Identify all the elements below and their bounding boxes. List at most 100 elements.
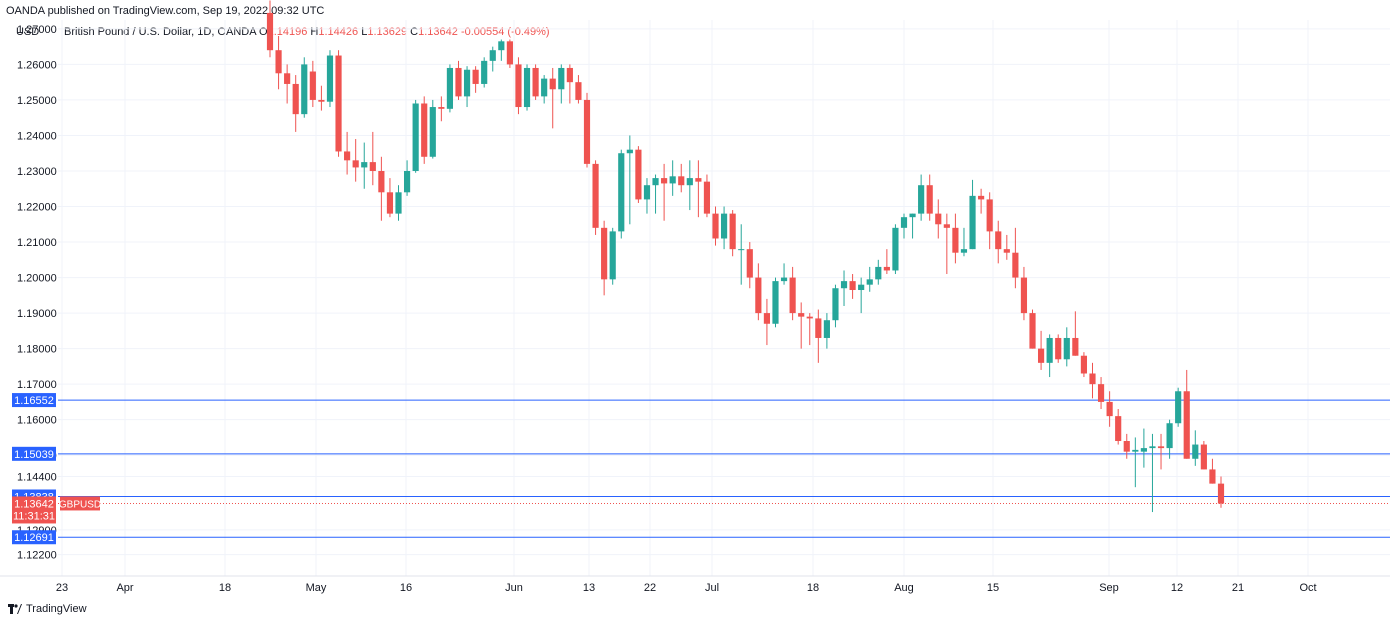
candle-body bbox=[292, 83, 299, 115]
attribution-text: OANDA published on TradingView.com, Sep … bbox=[6, 5, 325, 17]
candle-body bbox=[858, 284, 865, 291]
candle-body bbox=[900, 217, 908, 228]
candle-body bbox=[558, 67, 565, 90]
candle-body bbox=[472, 69, 479, 84]
candle-body bbox=[369, 162, 376, 171]
candle-body bbox=[412, 103, 419, 171]
candle-body bbox=[978, 195, 985, 200]
x-tick-label: 21 bbox=[1232, 582, 1244, 594]
symbol-tag bbox=[60, 496, 100, 511]
y-tick-label: 1.26000 bbox=[17, 59, 57, 71]
candle-body bbox=[523, 67, 531, 108]
candle-body bbox=[1072, 337, 1079, 356]
candle-body bbox=[943, 224, 950, 228]
candle-body bbox=[772, 281, 779, 324]
candle-body bbox=[952, 227, 959, 253]
candle-body bbox=[678, 176, 685, 186]
candle-body bbox=[832, 288, 839, 321]
candle-body bbox=[738, 249, 745, 251]
level-price-label: 1.12691 bbox=[14, 532, 54, 544]
candle-body bbox=[849, 281, 856, 291]
candle-body bbox=[918, 185, 925, 214]
candle-body bbox=[643, 185, 651, 200]
candle-body bbox=[378, 170, 385, 193]
y-tick-label: 1.18000 bbox=[17, 344, 57, 356]
candle-body bbox=[506, 41, 513, 65]
y-tick-label: 1.25000 bbox=[17, 95, 57, 107]
candle-body bbox=[1029, 313, 1036, 349]
candle-body bbox=[746, 249, 753, 278]
candle-body bbox=[1132, 449, 1139, 452]
candle-body bbox=[1080, 355, 1088, 374]
candle-body bbox=[455, 67, 462, 97]
candle-body bbox=[1089, 373, 1096, 385]
level-price-label: 1.16552 bbox=[14, 395, 54, 407]
y-tick-label: 1.16000 bbox=[17, 415, 57, 427]
candle-body bbox=[395, 192, 402, 214]
open-label: O bbox=[259, 26, 268, 38]
candle-body bbox=[344, 151, 351, 161]
y-tick-label: 1.19000 bbox=[17, 308, 57, 320]
candle-body bbox=[669, 176, 676, 184]
y-tick-label: 1.27000 bbox=[17, 24, 57, 36]
last-price-countdown: 11:31:31 bbox=[13, 510, 55, 522]
level-price-tag bbox=[12, 393, 56, 408]
candle-body bbox=[1183, 391, 1190, 459]
x-tick-label: Apr bbox=[116, 582, 133, 594]
candle-body bbox=[583, 99, 591, 164]
candle-body bbox=[995, 231, 1002, 250]
candle-body bbox=[1209, 469, 1216, 484]
candle-body bbox=[986, 199, 993, 232]
candle-body bbox=[1157, 446, 1165, 449]
candle-body bbox=[755, 277, 762, 314]
candle-body bbox=[549, 78, 556, 90]
candle-body bbox=[1037, 348, 1045, 363]
tradingview-logo[interactable]: TradingView bbox=[8, 603, 87, 615]
x-tick-label: Oct bbox=[1299, 582, 1316, 594]
candle-body bbox=[609, 231, 616, 280]
last-price-value: 1.13642 bbox=[14, 498, 54, 510]
x-tick-label: 15 bbox=[987, 582, 999, 594]
candle-body bbox=[318, 99, 325, 102]
candle-body bbox=[686, 178, 693, 186]
candle-body bbox=[335, 55, 342, 152]
candle-body bbox=[969, 195, 976, 250]
price-chart[interactable]: 1.27000 1.26000 1.25000 1.24000 1.23000 1.220… bbox=[0, 0, 1400, 600]
candle-body bbox=[421, 103, 428, 157]
candle-body bbox=[352, 160, 359, 168]
y-tick-label: 1.20000 bbox=[17, 273, 57, 285]
candle-body bbox=[840, 281, 848, 289]
candle-body bbox=[618, 153, 625, 232]
candle-body bbox=[266, 12, 274, 51]
x-tick-label: 18 bbox=[807, 582, 819, 594]
x-tick-label: 18 bbox=[219, 582, 231, 594]
tradingview-logo-icon bbox=[8, 604, 22, 614]
candle-body bbox=[780, 277, 788, 282]
candle-body bbox=[1175, 391, 1182, 424]
x-tick-label: 12 bbox=[1171, 582, 1183, 594]
candle-body bbox=[532, 67, 539, 97]
candle-body bbox=[626, 149, 633, 154]
last-price-tag bbox=[12, 496, 56, 524]
y-tick-label: 1.17000 bbox=[17, 379, 57, 391]
candle-body bbox=[1192, 444, 1199, 459]
candle-body bbox=[1166, 423, 1173, 449]
candle-body bbox=[635, 149, 642, 200]
candle-body bbox=[326, 55, 334, 102]
candle-body bbox=[489, 50, 496, 61]
candle-body bbox=[1003, 249, 1010, 253]
candle-body bbox=[892, 227, 899, 271]
candle-body bbox=[703, 181, 711, 214]
candle-body bbox=[1200, 444, 1207, 470]
candle-body bbox=[695, 178, 702, 182]
candle-body bbox=[729, 213, 736, 250]
candle-body bbox=[309, 71, 316, 100]
x-tick-label: Aug bbox=[894, 582, 914, 594]
x-tick-label: 22 bbox=[644, 582, 656, 594]
candle-body bbox=[1012, 252, 1019, 278]
candle-body bbox=[935, 213, 942, 225]
candle-body bbox=[1123, 440, 1130, 452]
tradingview-brand: TradingView bbox=[26, 603, 87, 615]
currency-label: USD bbox=[16, 26, 40, 38]
candle-body bbox=[575, 82, 582, 100]
